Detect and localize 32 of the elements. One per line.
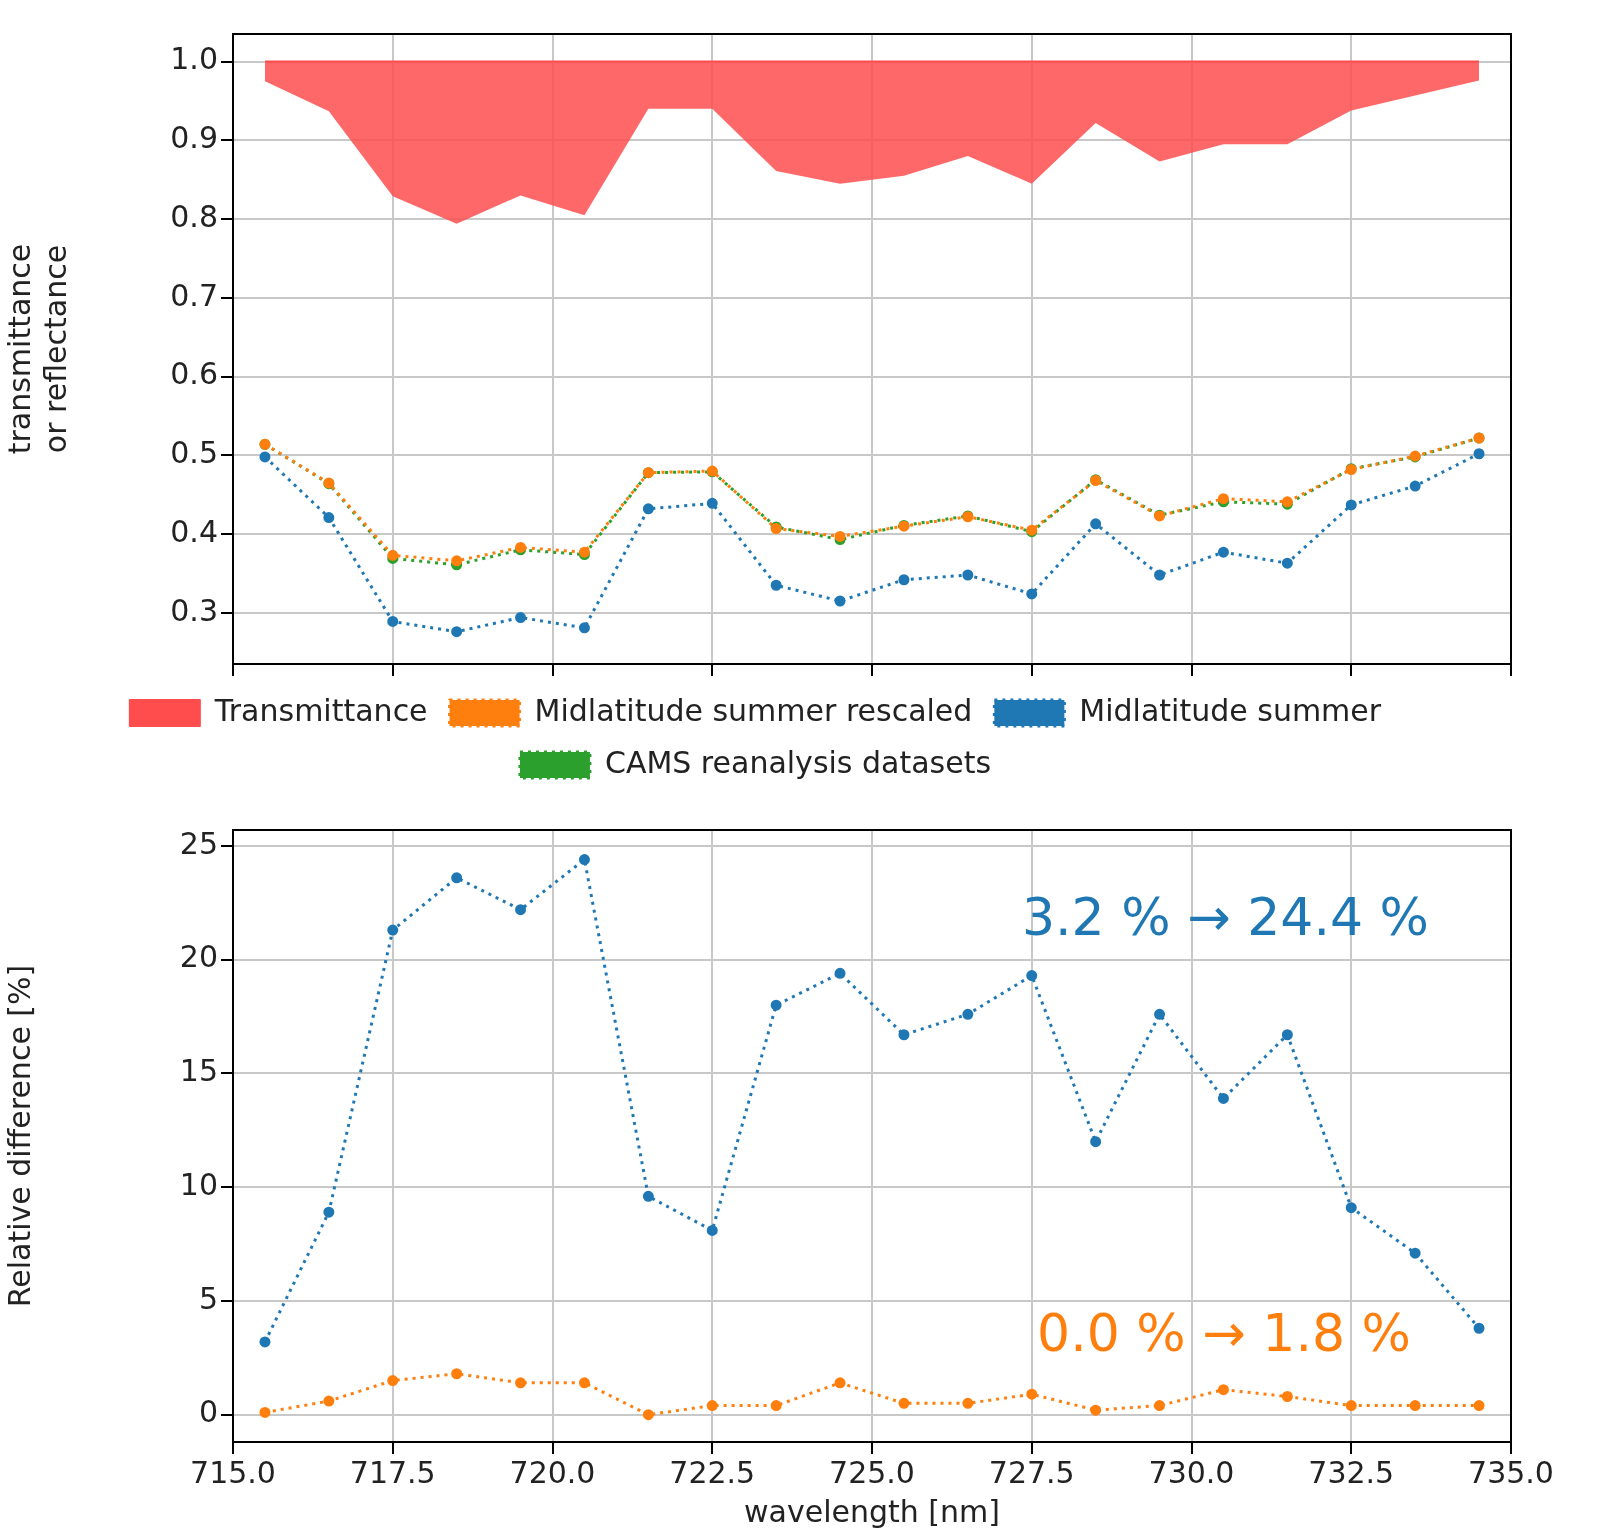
x-tick-label: 727.5 bbox=[988, 1454, 1075, 1490]
annotation: 0.0 % → 1.8 % bbox=[1037, 1303, 1411, 1364]
x-tick-label: 732.5 bbox=[1308, 1454, 1395, 1490]
y-tick-label: 10 bbox=[179, 1166, 218, 1202]
y-tick-label: 0.8 bbox=[170, 198, 218, 234]
y-tick-label: 20 bbox=[179, 939, 218, 975]
legend-label: CAMS reanalysis datasets bbox=[604, 744, 992, 780]
x-tick-label: 715.0 bbox=[190, 1454, 276, 1490]
y-tick-label: 0.7 bbox=[170, 277, 218, 313]
x-axis-title: wavelength [nm] bbox=[744, 1493, 1000, 1529]
x-tick-label: 730.0 bbox=[1148, 1454, 1235, 1490]
annotation: 3.2 % → 24.4 % bbox=[1022, 887, 1429, 948]
x-tick-label: 735.0 bbox=[1468, 1454, 1554, 1490]
y-tick-label: 0 bbox=[198, 1394, 218, 1430]
legend-label: Transmittance bbox=[213, 692, 428, 728]
legend-label: Midlatitude summer rescaled bbox=[534, 692, 973, 728]
y-tick-label: 15 bbox=[179, 1053, 218, 1089]
x-tick-label: 725.0 bbox=[829, 1454, 915, 1490]
y-tick-label: 0.4 bbox=[170, 513, 218, 549]
y-tick-label: 25 bbox=[179, 825, 218, 861]
y-axis-title: transmittance or reflectance bbox=[1, 243, 73, 455]
y-axis-title: Relative difference [%] bbox=[1, 964, 37, 1308]
y-tick-label: 0.9 bbox=[170, 120, 218, 156]
y-tick-label: 0.6 bbox=[170, 356, 218, 392]
y-tick-label: 1.0 bbox=[170, 41, 218, 77]
x-tick-label: 720.0 bbox=[509, 1454, 596, 1490]
y-tick-label: 0.5 bbox=[170, 435, 218, 471]
y-tick-label: 5 bbox=[198, 1280, 218, 1316]
legend-label: Midlatitude summer bbox=[1079, 692, 1382, 728]
x-tick-label: 717.5 bbox=[349, 1454, 436, 1490]
y-tick-label: 0.3 bbox=[170, 592, 218, 628]
x-tick-label: 722.5 bbox=[669, 1454, 756, 1490]
